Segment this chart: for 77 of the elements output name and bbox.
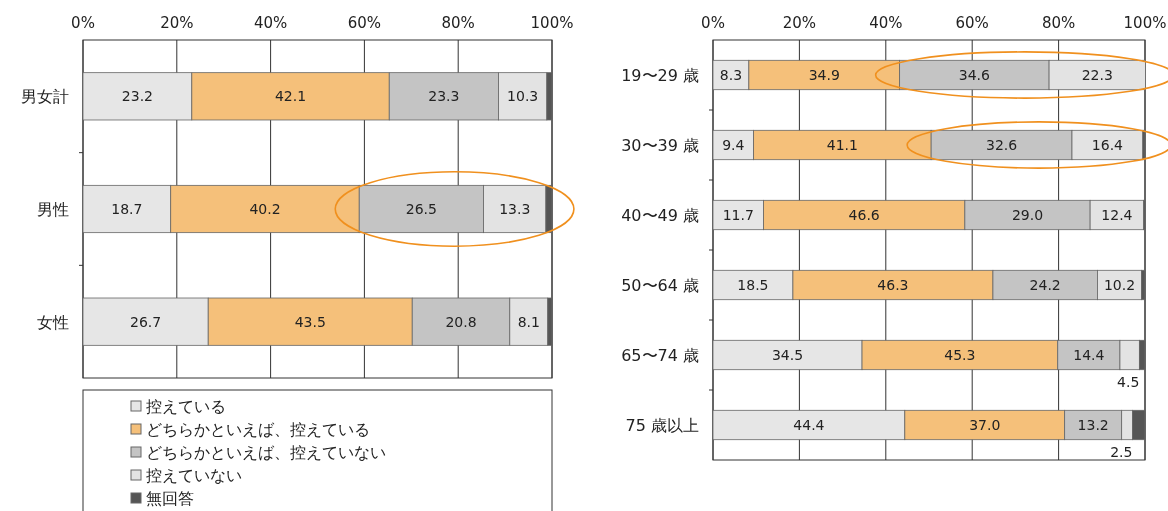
legend-label: 控えていない	[146, 466, 242, 485]
y-tick-label: 19〜29 歳	[621, 66, 699, 85]
data-label: 34.9	[808, 67, 840, 83]
data-label: 24.2	[1029, 277, 1061, 293]
y-tick-label: 40〜49 歳	[621, 206, 699, 225]
data-label: 23.3	[428, 88, 460, 105]
y-tick-label: 男性	[37, 200, 69, 219]
legend-label: どちらかといえば、控えている	[146, 420, 370, 439]
data-label: 9.4	[722, 137, 745, 153]
x-tick-label: 0%	[71, 14, 95, 32]
legend-label: どちらかといえば、控えていない	[146, 443, 386, 462]
data-label: 13.3	[499, 201, 531, 217]
x-tick-label: 20%	[160, 14, 194, 32]
data-label: 11.7	[722, 207, 754, 223]
bar	[545, 184, 553, 234]
data-label: 26.7	[130, 313, 162, 330]
y-tick-label: 50〜64 歳	[621, 276, 699, 295]
data-label: 8.3	[719, 67, 743, 83]
data-label: 18.7	[111, 201, 143, 217]
data-label: 45.3	[944, 347, 976, 363]
x-tick-label: 0%	[701, 14, 725, 32]
data-label: 16.4	[1091, 137, 1124, 153]
data-label: 46.6	[848, 207, 880, 223]
bar	[411, 297, 511, 346]
legend-label: 控えている	[146, 397, 226, 416]
bar	[191, 72, 390, 121]
legend-label: 無回答	[146, 489, 194, 508]
bar	[546, 72, 553, 121]
bar	[82, 184, 172, 234]
data-label: 40.2	[249, 201, 281, 217]
data-label: 44.4	[793, 417, 825, 433]
bar	[509, 297, 549, 346]
data-label: 10.3	[507, 88, 539, 105]
x-tick-label: 100%	[1123, 14, 1167, 32]
data-label: 26.5	[405, 201, 437, 217]
data-label: 2.5	[1110, 443, 1133, 460]
data-label: 34.5	[771, 347, 804, 363]
data-label: 32.6	[985, 137, 1018, 153]
y-tick-label: 男女計	[21, 87, 69, 107]
x-tick-label: 80%	[441, 14, 475, 32]
bar	[207, 297, 413, 346]
data-label: 18.5	[737, 277, 769, 293]
data-label: 42.1	[274, 88, 307, 105]
x-tick-label: 20%	[782, 14, 817, 32]
y-tick-label: 75 歳以上	[625, 416, 699, 435]
bar	[82, 72, 193, 121]
x-tick-label: 40%	[869, 14, 903, 32]
x-tick-label: 100%	[530, 14, 574, 32]
data-label: 13.2	[1077, 417, 1109, 433]
bar	[498, 72, 548, 121]
data-label: 4.5	[1117, 373, 1140, 390]
bar	[82, 297, 209, 346]
y-tick-label: 30〜39 歳	[621, 136, 699, 155]
bar	[483, 184, 547, 234]
y-tick-label: 女性	[37, 312, 69, 332]
bar	[547, 297, 553, 346]
x-tick-label: 40%	[253, 14, 288, 32]
x-tick-label: 60%	[955, 14, 989, 32]
data-label: 37.0	[969, 417, 1001, 433]
y-tick-label: 65〜74 歳	[621, 346, 699, 365]
data-label: 41.1	[826, 137, 858, 153]
bar	[358, 184, 484, 234]
data-label: 12.4	[1101, 207, 1133, 223]
data-label: 34.6	[958, 67, 991, 83]
data-label: 43.5	[294, 313, 326, 330]
data-label: 22.3	[1081, 67, 1113, 83]
data-label: 46.3	[877, 277, 909, 293]
data-label: 14.4	[1073, 347, 1105, 363]
data-label: 23.2	[121, 88, 153, 105]
data-label: 29.0	[1011, 207, 1044, 223]
x-tick-label: 80%	[1041, 14, 1076, 32]
x-tick-label: 60%	[347, 14, 382, 32]
bar	[388, 72, 499, 121]
bar	[170, 184, 360, 234]
data-label: 10.2	[1103, 277, 1136, 293]
data-label: 8.1	[517, 313, 540, 330]
data-label: 20.8	[445, 313, 477, 330]
